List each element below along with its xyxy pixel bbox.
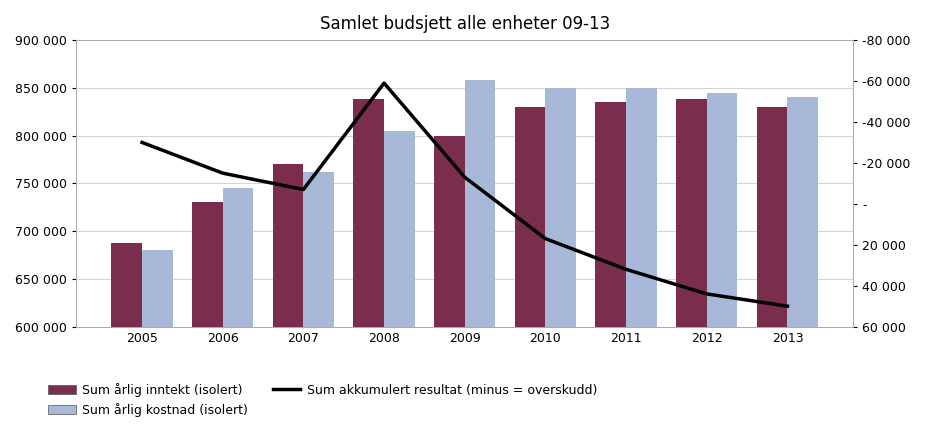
Bar [142,250,172,428]
Bar [515,107,545,428]
Bar [111,243,142,428]
Bar [757,107,787,428]
Bar [676,99,707,428]
Bar [384,131,415,428]
Bar [304,172,334,428]
Bar [626,88,657,428]
Bar [595,102,626,428]
Bar [434,136,465,428]
Bar [787,98,819,428]
Legend: Sum årlig inntekt (isolert), Sum årlig kostnad (isolert), Sum akkumulert resulta: Sum årlig inntekt (isolert), Sum årlig k… [44,377,602,422]
Bar [465,80,495,428]
Title: Samlet budsjett alle enheter 09-13: Samlet budsjett alle enheter 09-13 [319,15,610,33]
Bar [707,92,737,428]
Bar [223,188,254,428]
Bar [545,88,576,428]
Bar [192,202,223,428]
Bar [273,164,304,428]
Bar [354,99,384,428]
